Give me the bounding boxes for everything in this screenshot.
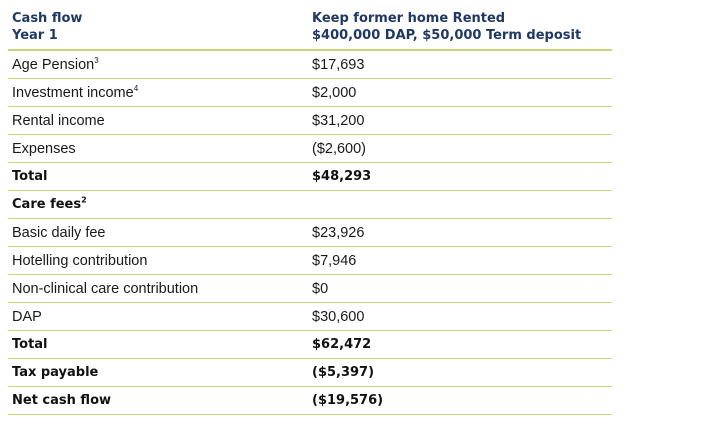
table-row: Hotelling contribution $7,946	[8, 247, 612, 275]
table-header: Cash flow Year 1 Keep former home Rented…	[8, 8, 612, 51]
row-value: ($2,600)	[312, 140, 367, 157]
header-cash-flow-title: Cash flow	[12, 11, 83, 26]
row-value: $31,200	[312, 112, 365, 129]
table-row: DAP $30,600	[8, 303, 612, 331]
row-label: Basic daily fee	[12, 224, 106, 241]
table-row: Investment income4 $2,000	[8, 79, 612, 107]
row-label: DAP	[12, 308, 42, 325]
row-value: $62,472	[312, 337, 372, 352]
row-label: Rental income	[12, 112, 105, 129]
header-cash-flow: Cash flow Year 1	[8, 10, 312, 44]
row-value: ($19,576)	[312, 393, 384, 408]
table-row-total: Total $48,293	[8, 163, 612, 191]
row-label: Expenses	[12, 140, 76, 157]
table-row-net: Net cash flow ($19,576)	[8, 387, 612, 415]
table-row-section: Care fees2	[8, 191, 612, 219]
table-row: Expenses ($2,600)	[8, 135, 612, 163]
footnote-ref: 2	[81, 195, 87, 205]
row-value: $7,946	[312, 252, 357, 269]
row-value: $30,600	[312, 308, 365, 325]
row-value: $17,693	[312, 56, 365, 73]
table-row: Age Pension3 $17,693	[8, 51, 612, 79]
row-label: Net cash flow	[12, 393, 112, 408]
footnote-ref: 3	[94, 55, 99, 65]
row-label: Age Pension3	[12, 55, 99, 73]
row-value: $2,000	[312, 84, 357, 101]
row-value: ($5,397)	[312, 365, 375, 380]
row-label: Total	[12, 337, 48, 352]
table-row-tax: Tax payable ($5,397)	[8, 359, 612, 387]
row-label: Investment income4	[12, 83, 139, 101]
row-label: Total	[12, 169, 48, 184]
row-label: Hotelling contribution	[12, 252, 148, 269]
header-scenario-title: Keep former home Rented	[312, 11, 506, 26]
table-row-total: Total $62,472	[8, 331, 612, 359]
header-year: Year 1	[12, 28, 58, 43]
header-scenario-detail: $400,000 DAP, $50,000 Term deposit	[312, 28, 582, 43]
row-value: $48,293	[312, 169, 372, 184]
table-row: Basic daily fee $23,926	[8, 219, 612, 247]
table-row: Non-clinical care contribution $0	[8, 275, 612, 303]
table-row: Rental income $31,200	[8, 107, 612, 135]
row-label: Tax payable	[12, 365, 99, 380]
footnote-ref: 4	[133, 83, 139, 93]
cash-flow-table: Cash flow Year 1 Keep former home Rented…	[8, 8, 612, 415]
row-label: Non-clinical care contribution	[12, 280, 199, 297]
header-scenario: Keep former home Rented $400,000 DAP, $5…	[312, 10, 612, 44]
row-label: Care fees2	[12, 195, 87, 212]
row-value: $23,926	[312, 224, 365, 241]
row-value: $0	[312, 280, 329, 297]
